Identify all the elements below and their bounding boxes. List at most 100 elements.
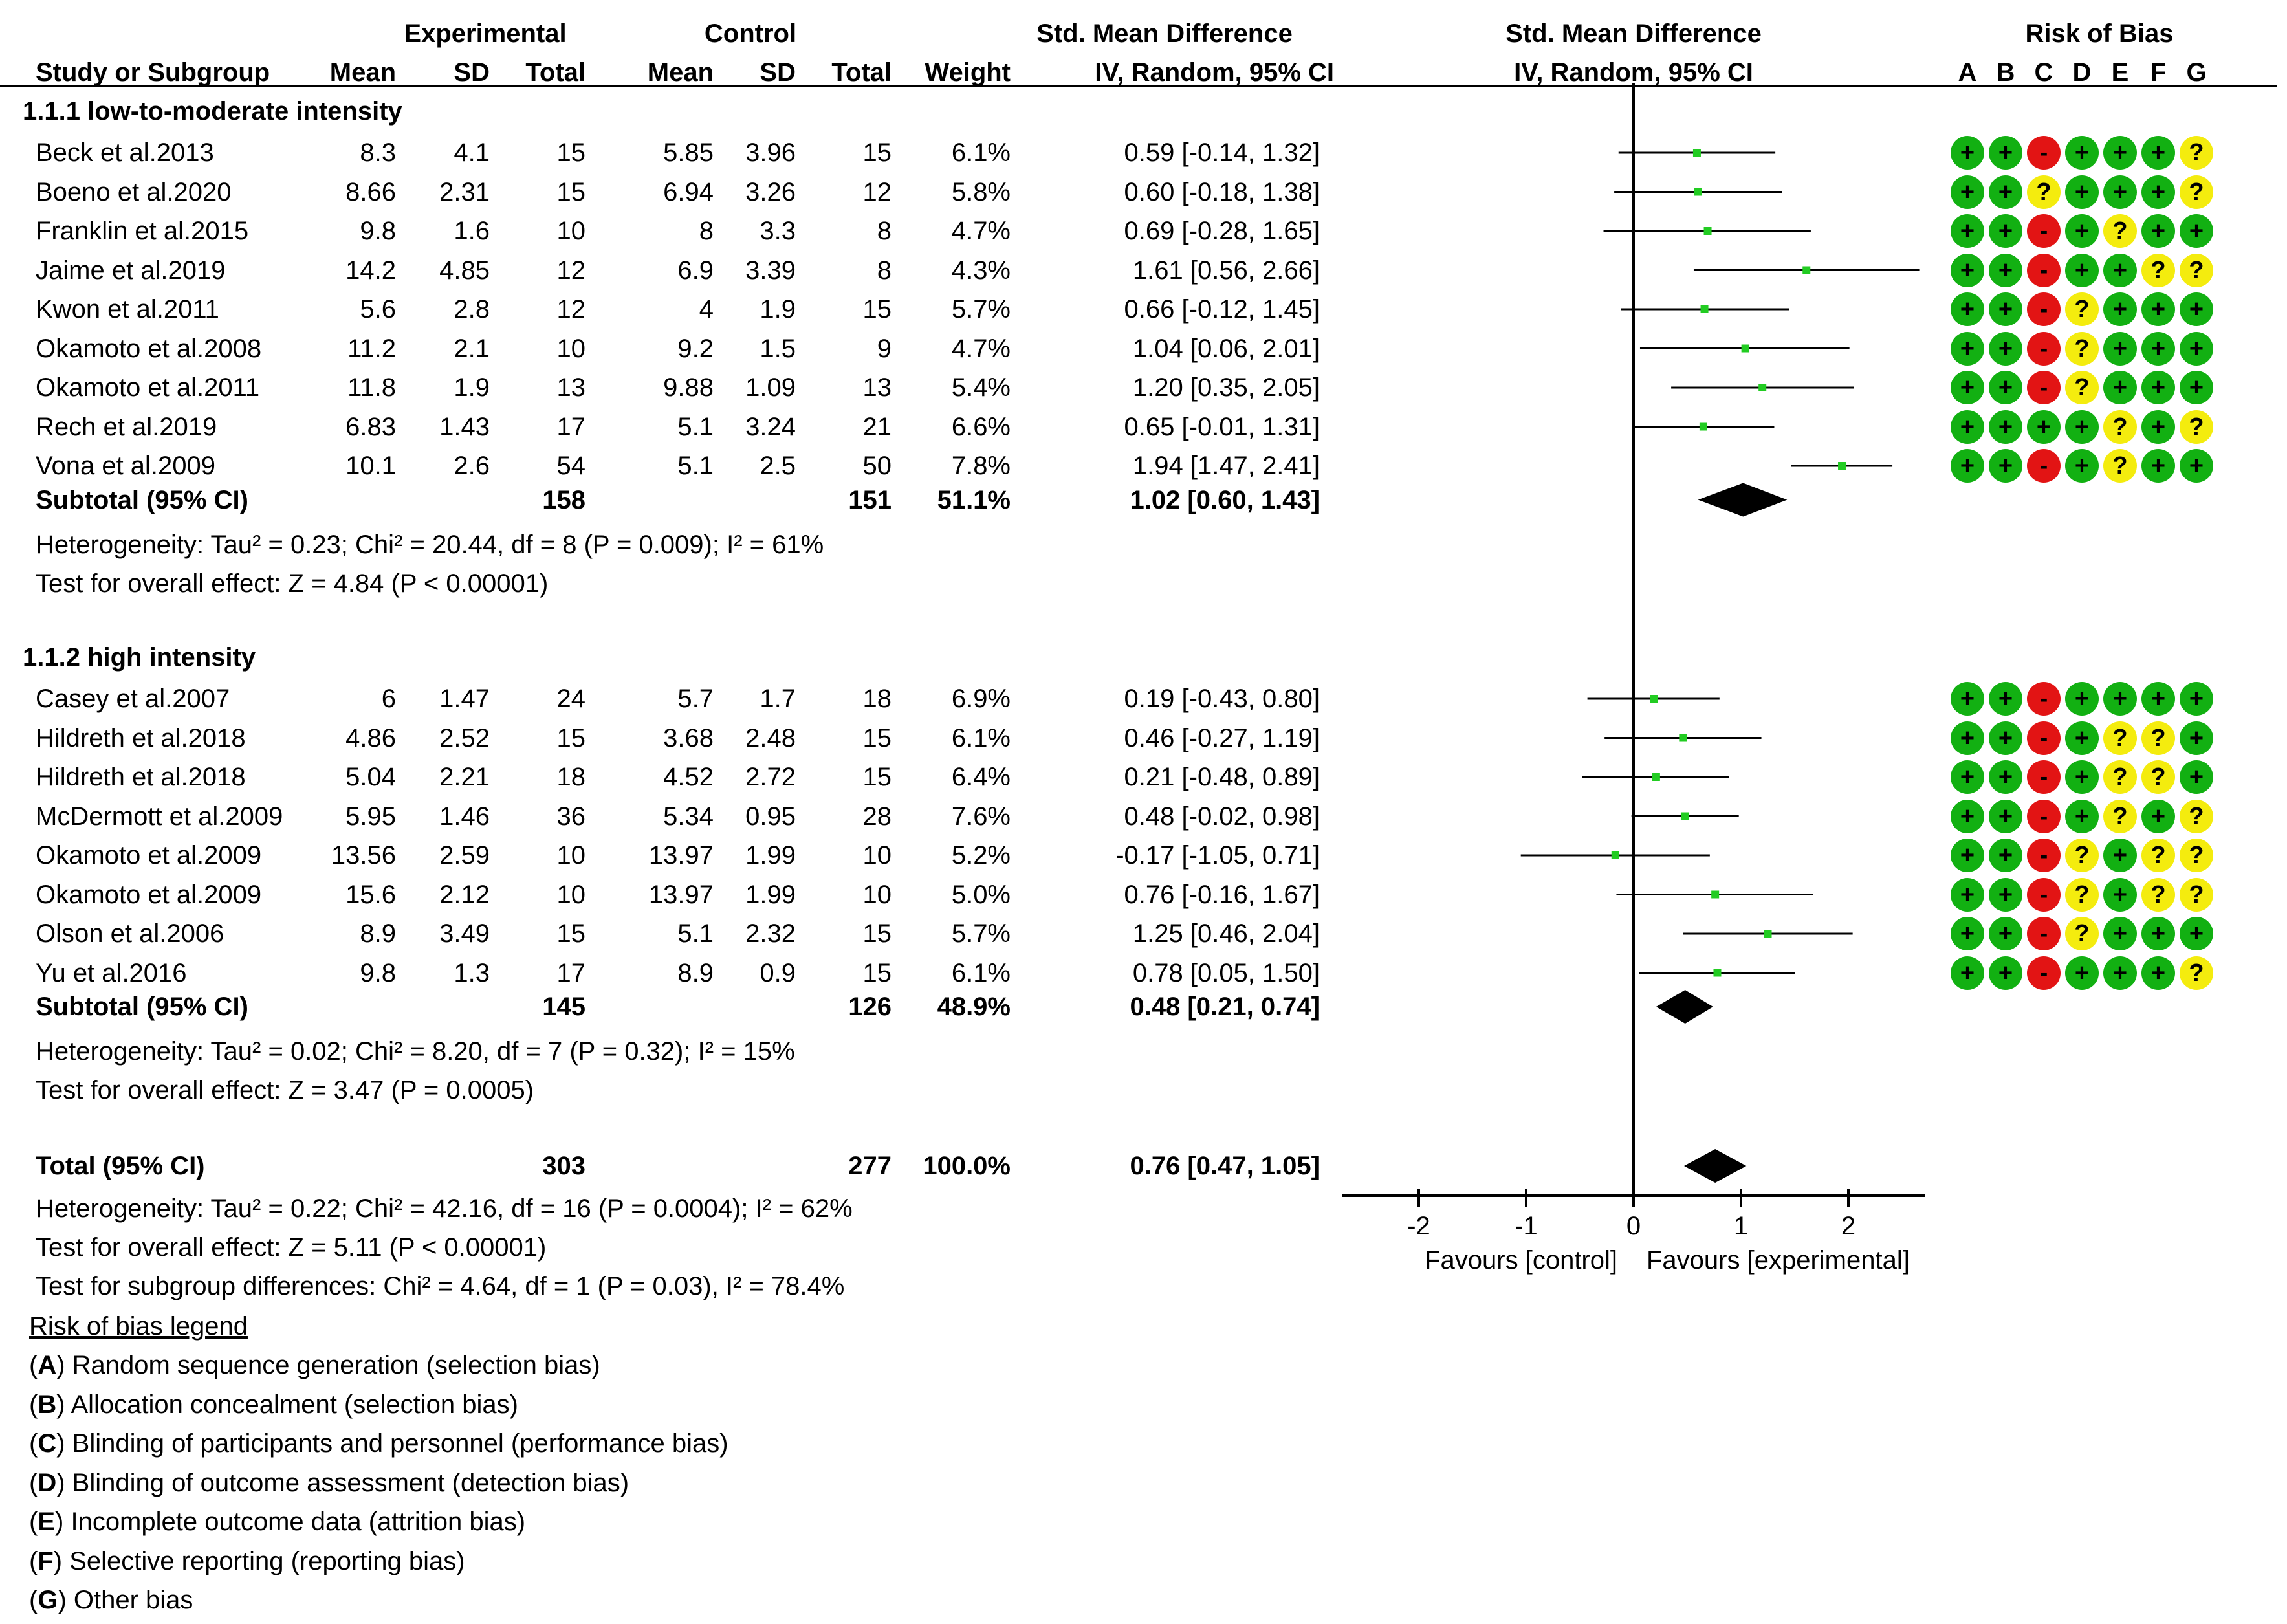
rob-b-low: + <box>1989 917 2022 950</box>
ctrl-total: 8 <box>877 256 892 285</box>
exp-total: 17 <box>556 412 586 441</box>
ci-text: 1.20 [0.35, 2.05] <box>1132 373 1320 402</box>
weight: 5.8% <box>951 177 1011 206</box>
effect-point <box>1650 695 1658 703</box>
rob-legend-text: Other bias <box>73 1586 193 1614</box>
rob-g-unclear: ? <box>2180 253 2213 287</box>
ctrl-total: 15 <box>862 763 892 791</box>
ctrl-sd: 1.7 <box>760 685 796 713</box>
rob-legend-item: (B) Allocation concealment (selection bi… <box>29 1390 518 1419</box>
rob-c-high: - <box>2027 839 2061 872</box>
rob-e-unclear: ? <box>2103 214 2137 248</box>
exp-sd: 2.6 <box>454 452 490 480</box>
subtotal-exp-total: 158 <box>542 485 585 514</box>
rob-legend-key: D <box>38 1468 57 1497</box>
exp-total: 10 <box>556 217 586 245</box>
favours-experimental-label: Favours [experimental] <box>1647 1246 1910 1275</box>
rob-a-low: + <box>1951 721 1984 755</box>
ci-text: 0.78 [0.05, 1.50] <box>1132 958 1320 987</box>
rob-e-low: + <box>2103 253 2137 287</box>
x-tick-label: 0 <box>1626 1212 1641 1240</box>
rob-c-unclear: ? <box>2027 175 2061 209</box>
ctrl-sd: 2.72 <box>745 763 796 791</box>
rob-c-high: - <box>2027 760 2061 794</box>
rob-c-high: - <box>2027 682 2061 716</box>
exp-sd: 1.6 <box>454 217 490 245</box>
x-tick-label: 2 <box>1841 1212 1856 1240</box>
rob-d-low: + <box>2065 410 2099 444</box>
rob-legend-text: Incomplete outcome data (attrition bias) <box>71 1508 526 1536</box>
rob-c-high: - <box>2027 449 2061 483</box>
ctrl-sd: 3.39 <box>745 256 796 285</box>
rob-c-high: - <box>2027 253 2061 287</box>
effect-point <box>1699 422 1707 431</box>
rob-col-header-c: C <box>2034 58 2053 87</box>
exp-sd: 4.1 <box>454 138 490 167</box>
ctrl-mean: 6.94 <box>663 177 714 206</box>
effect-point <box>1764 930 1772 938</box>
ci-text: -0.17 [-1.05, 0.71] <box>1115 841 1320 870</box>
ctrl-mean: 5.1 <box>677 452 714 480</box>
effect-point <box>1713 969 1722 977</box>
exp-total: 36 <box>556 802 586 831</box>
header-divider <box>0 85 2277 87</box>
effect-point <box>1694 188 1702 196</box>
subtotal-ci-text: 1.02 [0.60, 1.43] <box>1130 485 1320 514</box>
exp-mean: 4.86 <box>345 723 396 752</box>
rob-c-high: - <box>2027 917 2061 950</box>
rob-d-low: + <box>2065 175 2099 209</box>
ctrl-total: 8 <box>877 217 892 245</box>
weight: 5.2% <box>951 841 1011 870</box>
exp-total: 10 <box>556 334 586 363</box>
rob-b-low: + <box>1989 449 2022 483</box>
ctrl-total: 10 <box>862 880 892 909</box>
weight: 5.4% <box>951 373 1011 402</box>
effect-point <box>1679 734 1687 742</box>
rob-f-low: + <box>2141 331 2175 366</box>
rob-d-low: + <box>2065 214 2099 248</box>
rob-f-low: + <box>2141 136 2175 170</box>
weight: 5.0% <box>951 880 1011 909</box>
effect-point <box>1611 851 1619 859</box>
rob-c-low: + <box>2027 410 2061 444</box>
total-weight: 100.0% <box>923 1152 1011 1180</box>
weight: 5.7% <box>951 295 1011 324</box>
study-header: Study or Subgroup <box>36 58 270 87</box>
rob-col-header-d: D <box>2072 58 2092 87</box>
weight: 6.1% <box>951 138 1011 167</box>
rob-col-header-b: B <box>1996 58 2015 87</box>
exp-mean: 8.66 <box>345 177 396 206</box>
rob-col-header-f: F <box>2150 58 2167 87</box>
rob-legend-text: Blinding of outcome assessment (detectio… <box>72 1468 629 1497</box>
total-diamond <box>1684 1149 1747 1183</box>
ctrl-mean: 6.9 <box>677 256 714 285</box>
weight: 4.3% <box>951 256 1011 285</box>
ctrl-mean: 13.97 <box>648 880 714 909</box>
ctrl-mean: 4 <box>699 295 714 324</box>
heterogeneity-text: Heterogeneity: Tau² = 0.02; Chi² = 8.20,… <box>36 1037 795 1066</box>
ctrl-sd-header: SD <box>760 58 796 87</box>
rob-e-unclear: ? <box>2103 721 2137 755</box>
rob-e-low: + <box>2103 682 2137 716</box>
weight: 7.6% <box>951 802 1011 831</box>
exp-mean: 11.2 <box>347 334 396 363</box>
rob-e-unclear: ? <box>2103 449 2137 483</box>
effect-point <box>1703 227 1712 235</box>
rob-legend-title: Risk of bias legend <box>29 1312 248 1341</box>
effect-point <box>1838 462 1846 470</box>
exp-sd: 3.49 <box>439 919 490 948</box>
overall-effect-text: Test for overall effect: Z = 4.84 (P < 0… <box>36 569 549 598</box>
exp-mean: 6.83 <box>345 412 396 441</box>
weight: 4.7% <box>951 334 1011 363</box>
study-name: Casey et al.2007 <box>36 685 230 713</box>
exp-mean: 15.6 <box>345 880 396 909</box>
ctrl-sd: 2.48 <box>745 723 796 752</box>
subtotal-diamond <box>1698 483 1788 517</box>
subtotal-weight: 48.9% <box>937 993 1011 1021</box>
rob-e-low: + <box>2103 917 2137 950</box>
ctrl-mean: 5.34 <box>663 802 714 831</box>
rob-g-low: + <box>2180 292 2213 326</box>
weight: 6.9% <box>951 685 1011 713</box>
effect-point <box>1652 773 1660 781</box>
rob-g-unclear: ? <box>2180 956 2213 990</box>
